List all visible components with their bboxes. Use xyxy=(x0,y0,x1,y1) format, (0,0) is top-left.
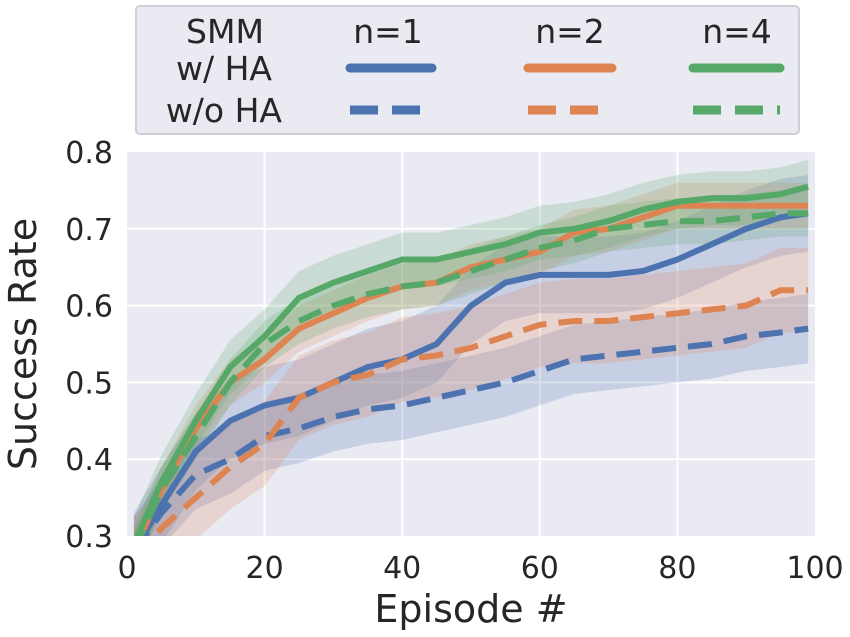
x-tick-label: 60 xyxy=(521,551,559,586)
confidence-band xyxy=(133,175,809,536)
legend-frame xyxy=(135,5,800,135)
x-axis-label: Episode # xyxy=(374,587,567,631)
y-axis-label: Success Rate xyxy=(1,218,45,470)
legend-row-without-ha: w/o HA xyxy=(166,91,283,130)
y-tick-label: 0.6 xyxy=(65,290,113,325)
x-tick-label: 40 xyxy=(383,551,421,586)
series-line-n4-without-ha xyxy=(137,210,809,536)
x-tick-label: 20 xyxy=(246,551,284,586)
legend-swatches xyxy=(345,63,785,115)
series-line-n2-with-ha xyxy=(137,202,809,536)
legend-column-n1: n=1 xyxy=(353,12,423,51)
series-line-n1-without-ha xyxy=(141,325,809,536)
legend-row-with-ha: w/ HA xyxy=(176,49,272,88)
legend-column-n2: n=2 xyxy=(535,12,605,51)
series-line-n1-with-ha xyxy=(139,210,809,536)
x-tick-label: 100 xyxy=(786,551,843,586)
x-tick-labels: 0 20 40 60 80 100 xyxy=(117,551,843,586)
gridlines xyxy=(127,152,815,536)
y-tick-label: 0.3 xyxy=(65,520,113,555)
x-tick-label: 80 xyxy=(658,551,696,586)
y-tick-label: 0.8 xyxy=(65,136,113,171)
x-tick-label: 0 xyxy=(117,551,136,586)
y-tick-label: 0.4 xyxy=(65,443,113,478)
legend-header: SMM xyxy=(186,12,264,51)
y-tick-label: 0.5 xyxy=(65,366,113,401)
legend: SMM n=1 n=2 n=4 w/ HA w/o HA xyxy=(135,5,800,135)
legend-column-n4: n=4 xyxy=(702,12,772,51)
series-line-n4-with-ha xyxy=(134,183,809,536)
y-tick-label: 0.7 xyxy=(65,213,113,248)
y-tick-labels: 0.3 0.4 0.5 0.6 0.7 0.8 xyxy=(65,136,113,555)
series-line-n2-without-ha xyxy=(150,287,809,536)
confidence-band xyxy=(133,190,809,536)
series-lines xyxy=(134,183,809,536)
